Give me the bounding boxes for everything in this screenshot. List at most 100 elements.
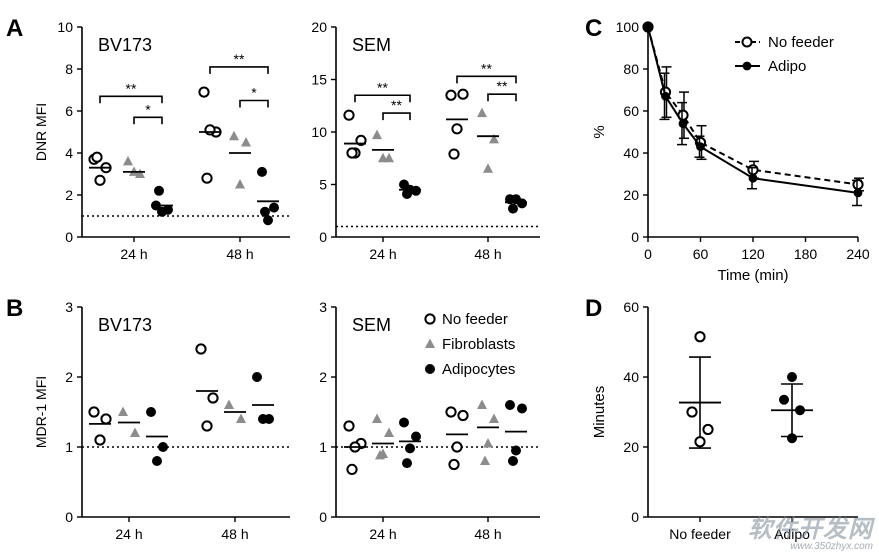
panel-b2-point-fibroblasts <box>384 427 394 437</box>
panel-c-point <box>696 142 705 152</box>
panel-d-point <box>694 331 706 343</box>
panel-a2-x-tick-label: 24 h <box>369 246 396 262</box>
panel-b2-y-tick-label: 2 <box>319 369 327 385</box>
panel-a2-y-tick-label: 15 <box>311 72 327 88</box>
panel-b1-y-tick-label: 3 <box>65 299 73 315</box>
panel-a2-significance-label: ** <box>391 97 402 113</box>
legend-c-label: No feeder <box>768 34 834 51</box>
panel-c-y-tick-label: 40 <box>623 145 639 161</box>
panel-b1-point-adipocytes <box>152 456 162 466</box>
panel-b2-point-no-feeder <box>346 463 358 475</box>
panel-a1-y-label: DNR MFI <box>33 103 49 161</box>
panel-a1-significance-label: ** <box>234 51 245 67</box>
panel-b2-y-tick-label: 0 <box>319 509 327 525</box>
panel-letter-b: B <box>6 295 23 322</box>
panel-b2-point-fibroblasts <box>483 438 493 448</box>
panel-a2-significance-bracket <box>382 112 411 121</box>
panel-b2-point-fibroblasts <box>477 399 487 409</box>
panel-a2-y-tick-label: 0 <box>319 229 327 245</box>
panel-a2-point-no-feeder <box>457 88 469 100</box>
panel-b1-title: BV173 <box>98 315 152 335</box>
panel-b2-point-no-feeder <box>451 441 463 453</box>
panel-b1-point-fibroblasts <box>224 399 234 409</box>
panel-c-point <box>852 178 864 191</box>
panel-c-y-tick-label: 80 <box>623 61 639 77</box>
panel-d-y-label: Minutes <box>591 386 608 439</box>
panel-a1-y-tick-label: 2 <box>65 187 73 203</box>
panel-c-x-tick-label: 180 <box>794 246 818 262</box>
legend-c-marker-0 <box>741 36 753 48</box>
panel-b2-point-adipocytes <box>517 403 527 414</box>
panel-a2-significance-label: ** <box>497 78 508 94</box>
panel-c-y-label: % <box>591 125 608 138</box>
panel-a1-point-adipocytes <box>263 215 273 226</box>
panel-a2-significance-bracket <box>487 93 517 102</box>
panel-b2-point-no-feeder <box>445 406 457 418</box>
panel-a1-y-tick-label: 8 <box>65 61 73 77</box>
panel-a2-point-no-feeder <box>451 123 463 135</box>
panel-b1-y-tick-label: 2 <box>65 369 73 385</box>
panel-c-point <box>643 22 653 32</box>
panel-b2-point-adipocytes <box>399 417 409 428</box>
panel-a2-y-tick-label: 20 <box>311 19 327 35</box>
panel-d-y-tick-label: 40 <box>623 369 639 385</box>
panel-a1-point-adipocytes <box>269 202 279 213</box>
panel-b1-point-no-feeder <box>195 343 207 355</box>
panel-a1-title: BV173 <box>98 35 152 55</box>
panel-a1-y-tick-label: 6 <box>65 103 73 119</box>
panel-a1-y-tick-label: 10 <box>57 19 73 35</box>
panel-b2-point-adipocytes <box>505 400 515 410</box>
panel-b2-y-tick-label: 3 <box>319 299 327 315</box>
panel-a1-point-no-feeder <box>91 151 103 163</box>
panel-a1-significance-label: ** <box>126 80 137 96</box>
panel-a2-point-adipocytes <box>402 188 412 199</box>
panel-a2-significance-label: ** <box>481 60 492 76</box>
panel-a1-point-fibroblasts <box>235 179 245 189</box>
panel-b2-point-adipocytes <box>511 445 521 456</box>
watermark-main: 软件开发网 <box>748 516 873 543</box>
panel-a1-point-adipocytes <box>257 166 267 177</box>
watermark: 软件开发网 www.350zhyx.com <box>748 518 873 552</box>
panel-c-point <box>678 119 688 128</box>
panel-b1-x-tick-label: 48 h <box>221 526 248 542</box>
legend-b-label: Fibroblasts <box>442 336 515 353</box>
panel-b1-point-no-feeder <box>201 420 213 432</box>
panel-a2-significance-label: ** <box>377 79 388 95</box>
panel-a2-point-fibroblasts <box>372 129 382 140</box>
panel-b1-point-adipocytes <box>146 407 156 417</box>
panel-d-point <box>787 433 797 444</box>
legend-b-marker-1 <box>425 338 435 348</box>
panel-b2-point-no-feeder <box>457 409 469 422</box>
panel-d-point <box>686 406 698 418</box>
panel-b2-point-adipocytes <box>402 458 412 469</box>
legend-b-label: No feeder <box>442 311 508 328</box>
panel-a1-y-tick-label: 4 <box>65 145 73 161</box>
panel-b1-point-fibroblasts <box>130 427 140 437</box>
panel-a2-point-fibroblasts <box>477 107 487 118</box>
panel-a1-point-no-feeder <box>198 86 210 98</box>
panel-d-x-tick-label: Adipo <box>774 526 810 542</box>
legend-b-marker-0 <box>424 313 436 325</box>
panel-d-y-tick-label: 0 <box>631 509 639 525</box>
panel-a1-point-no-feeder <box>204 124 216 136</box>
panel-c-y-tick-label: 100 <box>616 19 640 35</box>
panel-b2-point-adipocytes <box>508 456 518 466</box>
panel-a1-x-tick-label: 48 h <box>226 246 253 262</box>
panel-d-point <box>694 436 706 448</box>
panel-a2-point-fibroblasts <box>489 133 499 144</box>
panel-a2-significance-bracket <box>456 75 517 84</box>
panel-b2-point-adipocytes <box>405 443 415 454</box>
panel-b2-point-fibroblasts <box>372 413 382 423</box>
panel-c-series-line <box>647 26 859 194</box>
panel-a1-significance-bracket <box>209 66 269 74</box>
panel-b2-x-tick-label: 24 h <box>369 526 396 542</box>
panel-a2-point-fibroblasts <box>378 152 388 163</box>
legend-c-label: Adipo <box>768 58 806 75</box>
legend-b-marker-2 <box>425 364 435 374</box>
panel-a1-point-adipocytes <box>154 185 164 196</box>
panel-c-point <box>661 91 670 101</box>
panel-b1-point-adipocytes <box>258 414 268 424</box>
panel-c-point <box>748 173 758 183</box>
panel-a2-point-no-feeder <box>448 148 460 160</box>
panel-a1-point-fibroblasts <box>229 130 239 141</box>
